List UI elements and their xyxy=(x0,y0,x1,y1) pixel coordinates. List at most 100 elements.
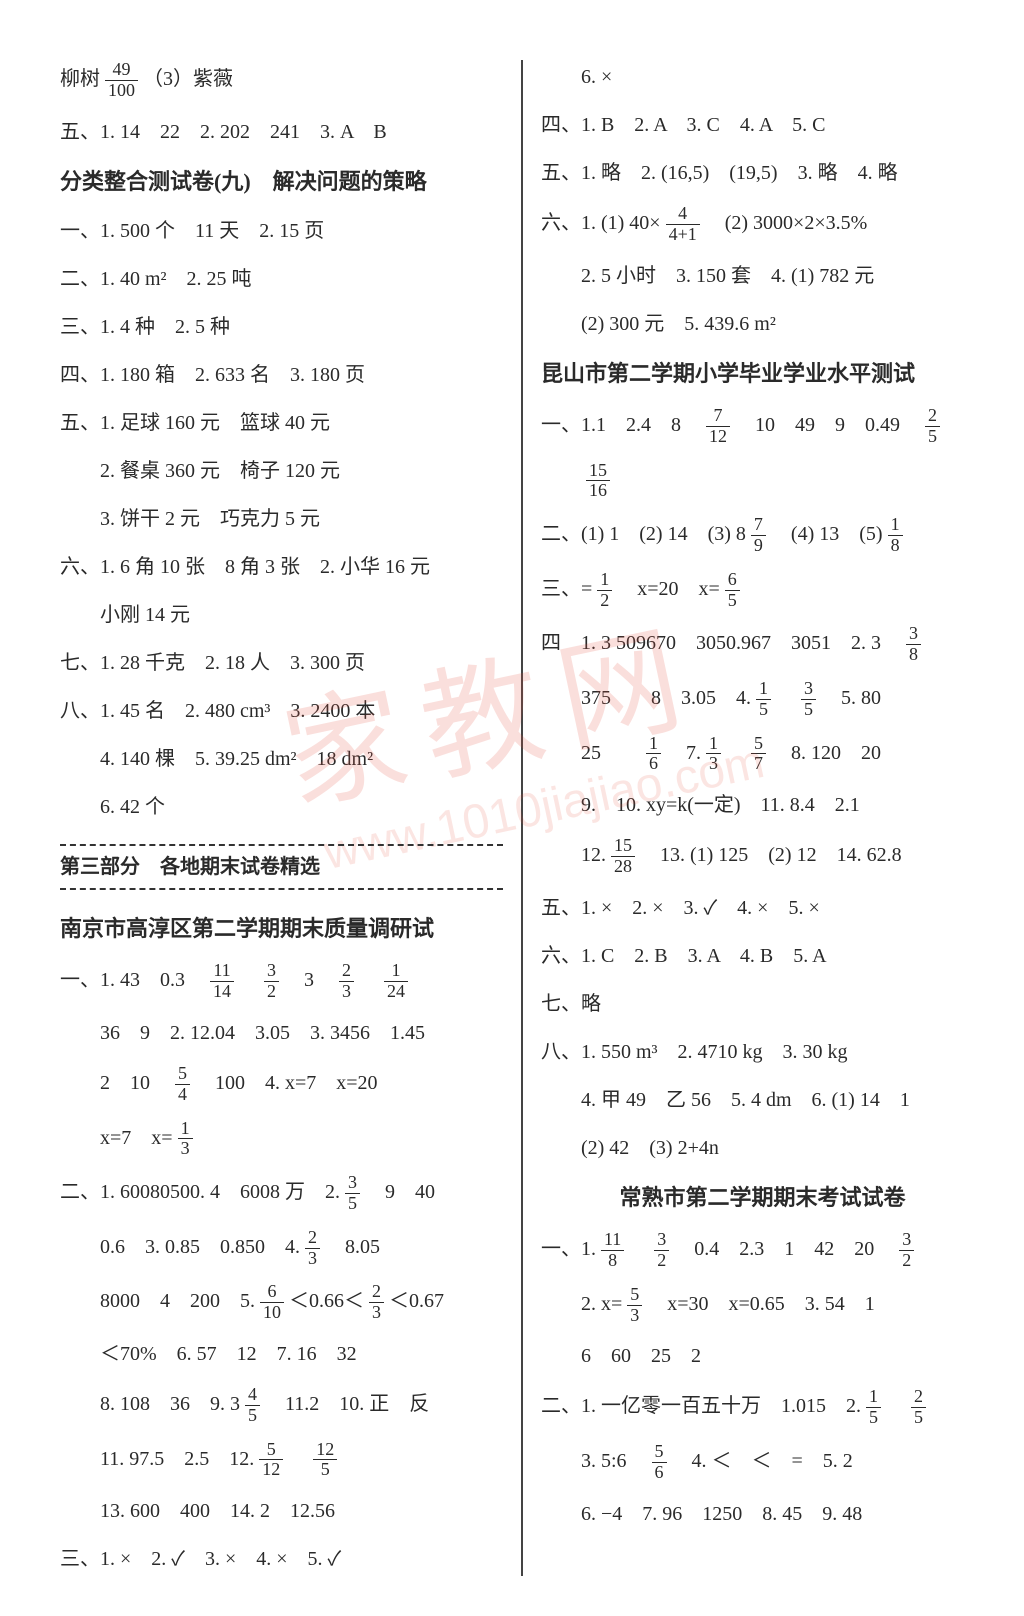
text-line: 八、1. 550 m³ 2. 4710 kg 3. 30 kg xyxy=(541,1035,984,1069)
denominator: 2 xyxy=(264,982,279,1002)
text: （3）紫薇 xyxy=(143,68,233,90)
text: 5. 80 xyxy=(821,687,881,709)
fraction: 1516 xyxy=(586,461,610,502)
text-line: 4. 140 棵 5. 39.25 dm² 18 dm² xyxy=(60,742,503,776)
numerator: 3 xyxy=(801,679,816,700)
numerator: 2 xyxy=(925,406,940,427)
text: 25 xyxy=(541,741,641,763)
denominator: 5 xyxy=(245,1406,260,1426)
right-column: 6. × 四、1. B 2. A 3. C 4. A 5. C 五、1. 略 2… xyxy=(541,60,984,1576)
text-line: 4. 甲 49 乙 56 5. 4 dm 6. (1) 14 1 xyxy=(541,1083,984,1117)
denominator: 8 xyxy=(906,645,921,665)
denominator: 16 xyxy=(586,481,610,501)
section-heading: 分类整合测试卷(九) 解决问题的策略 xyxy=(60,163,503,200)
denominator: 6 xyxy=(646,754,661,774)
denominator: 4 xyxy=(175,1085,190,1105)
denominator: 6 xyxy=(652,1463,667,1483)
page-container: 柳树 49100 （3）紫薇 五、1. 14 22 2. 202 241 3. … xyxy=(0,0,1024,1616)
text: (4) 13 (5) xyxy=(771,523,888,545)
text: x=7 x= xyxy=(60,1126,173,1148)
section-heading: 南京市高淳区第二学期期末质量调研试 xyxy=(60,910,503,947)
text: 4. ＜ ＜ = 5. 2 xyxy=(672,1450,853,1472)
fraction: 79 xyxy=(751,515,766,556)
text-line: ＜70% 6. 57 12 7. 16 32 xyxy=(60,1337,503,1371)
numerator: 1 xyxy=(597,570,612,591)
fraction: 54 xyxy=(175,1064,190,1105)
numerator: 1 xyxy=(888,515,903,536)
numerator: 15 xyxy=(611,836,635,857)
text-line: 3. 饼干 2 元 巧克力 5 元 xyxy=(60,502,503,536)
fraction: 118 xyxy=(601,1230,624,1271)
text: 柳树 xyxy=(60,68,100,90)
text-line: 六、1. C 2. B 3. A 4. B 5. A xyxy=(541,939,984,973)
denominator: 5 xyxy=(925,427,940,447)
numerator: 6 xyxy=(260,1282,284,1303)
text-line: 七、略 xyxy=(541,987,984,1021)
denominator: 10 xyxy=(260,1303,284,1323)
text-line: 五、1. 14 22 2. 202 241 3. A B xyxy=(60,115,503,149)
fraction: 610 xyxy=(260,1282,284,1323)
text-line: 四、1. B 2. A 3. C 4. A 5. C xyxy=(541,108,984,142)
section-heading: 常熟市第二学期期末考试试卷 xyxy=(541,1179,984,1216)
text-line: 一、1.1 2.4 8 712 10 49 9 0.49 25 xyxy=(541,406,984,447)
text xyxy=(239,969,259,991)
denominator: 2 xyxy=(654,1251,669,1271)
text-line: 一、1. 43 0.3 1114 32 3 23 124 xyxy=(60,961,503,1002)
numerator: 1 xyxy=(646,734,661,755)
text: 8.05 xyxy=(325,1236,380,1258)
text-line: 3. 5:6 56 4. ＜ ＜ = 5. 2 xyxy=(541,1442,984,1483)
denominator: 7 xyxy=(751,754,766,774)
text: 0.6 3. 0.85 0.850 4. xyxy=(60,1236,305,1258)
numerator: 1 xyxy=(178,1119,193,1140)
text-line: 1516 xyxy=(541,461,984,502)
fraction: 38 xyxy=(906,624,921,665)
denominator: 100 xyxy=(105,81,138,101)
fraction: 712 xyxy=(706,406,730,447)
numerator: 5 xyxy=(751,734,766,755)
denominator: 5 xyxy=(313,1460,337,1480)
text: 六、1. (1) 40× xyxy=(541,212,661,234)
fraction: 23 xyxy=(339,961,354,1002)
text: x=20 x= xyxy=(617,578,720,600)
text-line: 12. 1528 13. (1) 125 (2) 12 14. 62.8 xyxy=(541,836,984,877)
text xyxy=(288,1447,308,1469)
text-line: 一、1. 500 个 11 天 2. 15 页 xyxy=(60,214,503,248)
numerator: 3 xyxy=(654,1230,669,1251)
numerator: 4 xyxy=(666,204,700,225)
text: (2) 3000×2×3.5% xyxy=(705,212,868,234)
text-line: 9. 10. xy=k(一定) 11. 8.4 2.1 xyxy=(541,788,984,822)
fraction: 13 xyxy=(178,1119,193,1160)
text: 二、1. 一亿零一百五十万 1.015 2. xyxy=(541,1395,866,1417)
text-line: 6 60 25 2 xyxy=(541,1339,984,1373)
denominator: 3 xyxy=(627,1306,642,1326)
text: 3. 5:6 xyxy=(541,1450,647,1472)
text: 一、1. xyxy=(541,1238,601,1260)
text: ＜0.67 xyxy=(389,1290,444,1312)
numerator: 5 xyxy=(259,1440,283,1461)
text-line: 25 16 7. 13 57 8. 120 20 xyxy=(541,734,984,775)
denominator: 9 xyxy=(751,536,766,556)
denominator: 14 xyxy=(210,982,234,1002)
numerator: 2 xyxy=(369,1282,384,1303)
text-line: 八、1. 45 名 2. 480 cm³ 3. 2400 本 xyxy=(60,694,503,728)
fraction: 35 xyxy=(801,679,816,720)
numerator: 6 xyxy=(725,570,740,591)
numerator: 2 xyxy=(305,1228,320,1249)
denominator: 3 xyxy=(706,754,721,774)
denominator: 5 xyxy=(345,1194,360,1214)
text: 8. 120 20 xyxy=(771,741,881,763)
numerator: 3 xyxy=(899,1230,914,1251)
numerator: 5 xyxy=(175,1064,190,1085)
numerator: 5 xyxy=(627,1285,642,1306)
text: 一、1. 43 0.3 xyxy=(60,969,205,991)
text: ＜0.66＜ xyxy=(289,1290,364,1312)
numerator: 11 xyxy=(601,1230,624,1251)
fraction: 12 xyxy=(597,570,612,611)
denominator: 8 xyxy=(888,536,903,556)
text-line: 柳树 49100 （3）紫薇 xyxy=(60,60,503,101)
text: 100 4. x=7 x=20 xyxy=(195,1072,378,1094)
denominator: 8 xyxy=(601,1251,624,1271)
text-line: x=7 x= 13 xyxy=(60,1119,503,1160)
text-line: 二、1. 40 m² 2. 25 吨 xyxy=(60,262,503,296)
fraction: 23 xyxy=(369,1282,384,1323)
